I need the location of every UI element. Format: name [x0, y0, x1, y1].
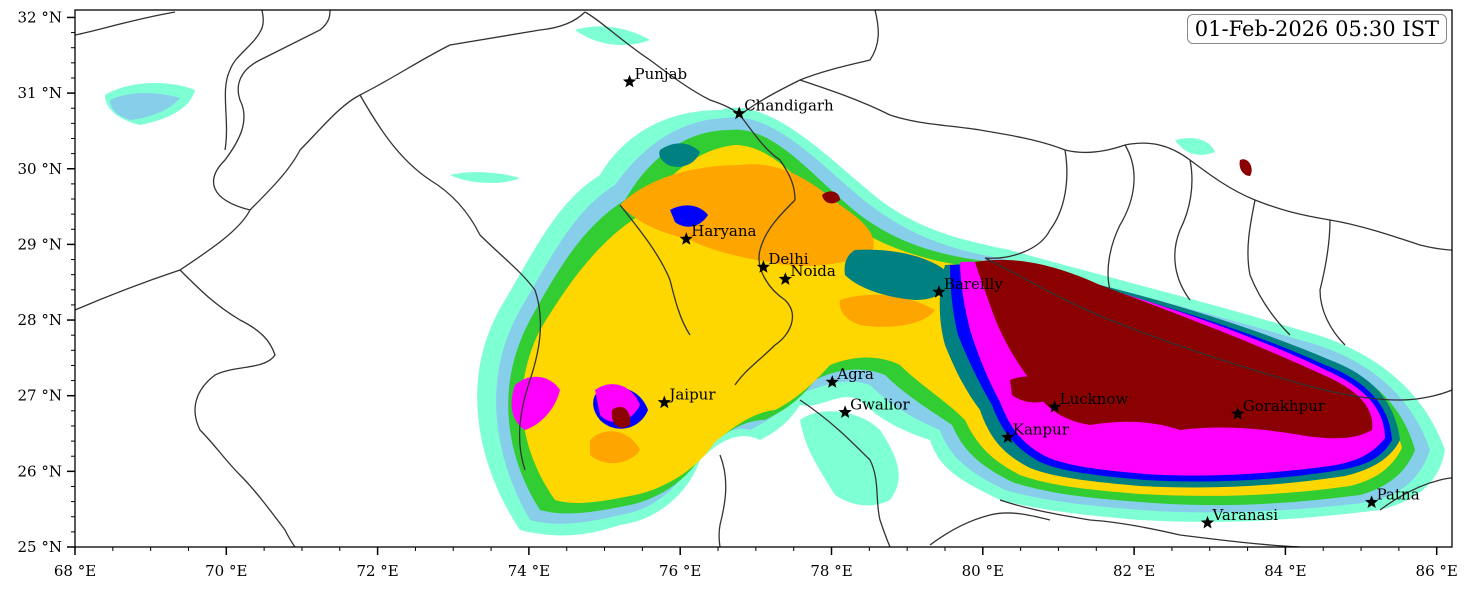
- star-marker-icon: [732, 106, 746, 120]
- y-tick-label: 31 °N: [18, 84, 62, 102]
- city-agra: Agra: [825, 365, 874, 388]
- city-noida: Noida: [778, 262, 836, 285]
- city-label: Patna: [1377, 485, 1420, 503]
- city-label: Gorakhpur: [1243, 397, 1326, 415]
- city-label: Noida: [790, 262, 836, 280]
- precip-layers: [105, 26, 1445, 536]
- city-label: Chandigarh: [744, 97, 834, 115]
- star-marker-icon: [1048, 400, 1062, 413]
- x-tick-label: 76 °E: [659, 562, 701, 580]
- city-label: Bareilly: [944, 275, 1003, 293]
- city-bareilly: Bareilly: [932, 275, 1003, 298]
- star-marker-icon: [778, 272, 792, 285]
- y-axis: 32 °N 31 °N 30 °N 29 °N 28 °N 27 °N 26 °N 25 °N: [18, 8, 75, 556]
- map-frame: [74, 9, 1453, 548]
- x-tick-label: 84 °E: [1264, 562, 1306, 580]
- city-gorakhpur: Gorakhpur: [1231, 397, 1326, 420]
- star-marker-icon: [1365, 495, 1379, 508]
- timestamp-label: 01-Feb-2026 05:30 IST: [1186, 14, 1447, 44]
- city-label: Gwalior: [850, 395, 910, 413]
- city-chandigarh: Chandigarh: [732, 97, 834, 120]
- x-tick-label: 74 °E: [508, 562, 550, 580]
- x-tick-label: 86 °E: [1416, 562, 1458, 580]
- x-tick-label: 68 °E: [54, 562, 96, 580]
- star-marker-icon: [1001, 430, 1015, 443]
- city-label: Delhi: [768, 250, 808, 268]
- city-label: Kanpur: [1013, 420, 1070, 438]
- x-tick-label: 78 °E: [810, 562, 852, 580]
- city-haryana: Haryana: [679, 222, 757, 245]
- city-lucknow: Lucknow: [1048, 390, 1128, 413]
- star-marker-icon: [838, 405, 852, 418]
- x-axis: 68 °E 70 °E 72 °E 74 °E 76 °E 78 °E 80 °E 82 °E…: [54, 547, 1458, 580]
- city-jaipur: Jaipur: [657, 386, 716, 409]
- y-tick-label: 26 °N: [18, 462, 62, 480]
- city-delhi: Delhi: [756, 250, 809, 273]
- city-label: Lucknow: [1060, 390, 1129, 408]
- precip-level-5: [590, 164, 935, 464]
- x-tick-label: 82 °E: [1113, 562, 1155, 580]
- y-tick-label: 30 °N: [18, 160, 62, 178]
- star-marker-icon: [932, 285, 946, 298]
- city-punjab: Punjab: [622, 65, 688, 88]
- city-label: Agra: [836, 365, 874, 383]
- star-marker-icon: [1231, 406, 1245, 420]
- y-tick-label: 27 °N: [18, 387, 62, 405]
- x-tick-label: 80 °E: [962, 562, 1004, 580]
- boundary-lines: [75, 10, 1452, 547]
- x-tick-label: 70 °E: [205, 562, 247, 580]
- star-marker-icon: [756, 260, 771, 273]
- city-gwalior: Gwalior: [838, 395, 911, 418]
- star-marker-icon: [679, 232, 693, 245]
- city-kanpur: Kanpur: [1001, 420, 1070, 443]
- star-marker-icon: [1200, 515, 1215, 529]
- star-marker-icon: [657, 395, 671, 409]
- y-tick-label: 29 °N: [18, 235, 62, 253]
- city-label: Jaipur: [667, 386, 716, 404]
- city-label: Haryana: [691, 222, 756, 240]
- star-marker-icon: [622, 74, 637, 88]
- city-label: Punjab: [635, 65, 688, 83]
- city-label: Varanasi: [1211, 506, 1278, 524]
- y-tick-label: 28 °N: [18, 311, 62, 329]
- y-tick-label: 25 °N: [18, 538, 62, 556]
- city-patna: Patna: [1365, 485, 1420, 508]
- star-marker-icon: [825, 375, 839, 388]
- city-varanasi: Varanasi: [1200, 506, 1278, 529]
- x-tick-label: 72 °E: [356, 562, 398, 580]
- y-tick-label: 32 °N: [18, 8, 62, 26]
